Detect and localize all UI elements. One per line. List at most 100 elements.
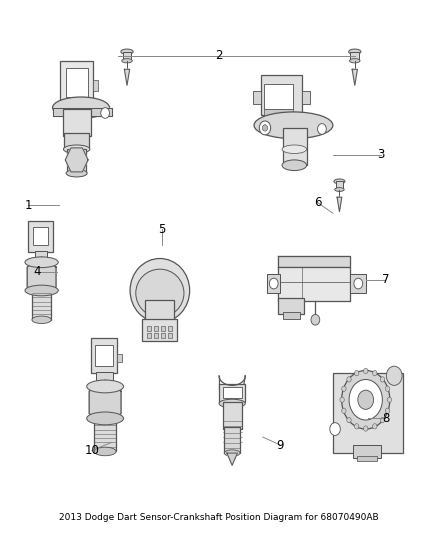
FancyBboxPatch shape bbox=[264, 84, 293, 109]
FancyBboxPatch shape bbox=[123, 52, 131, 61]
Circle shape bbox=[269, 278, 278, 289]
Ellipse shape bbox=[122, 59, 132, 63]
Circle shape bbox=[151, 271, 169, 292]
Circle shape bbox=[380, 417, 385, 423]
Text: 8: 8 bbox=[382, 412, 389, 425]
Ellipse shape bbox=[53, 97, 110, 118]
FancyBboxPatch shape bbox=[253, 91, 261, 104]
FancyBboxPatch shape bbox=[95, 345, 113, 366]
FancyBboxPatch shape bbox=[93, 80, 98, 91]
Polygon shape bbox=[352, 69, 357, 85]
Ellipse shape bbox=[335, 188, 344, 191]
Circle shape bbox=[385, 386, 390, 391]
FancyBboxPatch shape bbox=[66, 68, 88, 97]
FancyBboxPatch shape bbox=[278, 298, 304, 314]
FancyBboxPatch shape bbox=[350, 274, 366, 293]
Circle shape bbox=[358, 390, 374, 409]
FancyBboxPatch shape bbox=[302, 91, 310, 104]
Circle shape bbox=[318, 124, 326, 134]
FancyBboxPatch shape bbox=[28, 221, 53, 252]
FancyBboxPatch shape bbox=[161, 326, 165, 331]
FancyBboxPatch shape bbox=[223, 402, 242, 429]
Ellipse shape bbox=[282, 160, 307, 171]
Polygon shape bbox=[337, 197, 342, 212]
FancyBboxPatch shape bbox=[168, 333, 172, 338]
FancyBboxPatch shape bbox=[91, 338, 117, 373]
FancyBboxPatch shape bbox=[333, 373, 403, 453]
Circle shape bbox=[259, 121, 271, 135]
Circle shape bbox=[262, 125, 268, 131]
FancyBboxPatch shape bbox=[154, 326, 158, 331]
Ellipse shape bbox=[25, 285, 58, 296]
Text: 3: 3 bbox=[378, 148, 385, 161]
FancyBboxPatch shape bbox=[117, 354, 122, 362]
FancyBboxPatch shape bbox=[168, 326, 172, 331]
FancyBboxPatch shape bbox=[336, 181, 343, 190]
Ellipse shape bbox=[350, 59, 360, 63]
FancyBboxPatch shape bbox=[63, 109, 91, 136]
Circle shape bbox=[354, 370, 359, 376]
Ellipse shape bbox=[136, 269, 184, 317]
Ellipse shape bbox=[219, 399, 245, 408]
FancyBboxPatch shape bbox=[147, 333, 151, 338]
FancyBboxPatch shape bbox=[264, 109, 293, 119]
Polygon shape bbox=[27, 257, 56, 297]
Circle shape bbox=[386, 366, 402, 385]
Ellipse shape bbox=[334, 179, 345, 184]
FancyBboxPatch shape bbox=[32, 289, 51, 320]
Ellipse shape bbox=[94, 447, 116, 456]
Text: 7: 7 bbox=[381, 273, 389, 286]
Circle shape bbox=[342, 408, 346, 414]
Ellipse shape bbox=[349, 49, 361, 54]
Text: 2013 Dodge Dart Sensor-Crankshaft Position Diagram for 68070490AB: 2013 Dodge Dart Sensor-Crankshaft Positi… bbox=[59, 513, 379, 522]
Circle shape bbox=[354, 278, 363, 289]
FancyBboxPatch shape bbox=[224, 427, 240, 453]
FancyBboxPatch shape bbox=[60, 61, 93, 104]
Circle shape bbox=[342, 386, 346, 391]
Text: 2: 2 bbox=[215, 50, 223, 62]
FancyBboxPatch shape bbox=[33, 227, 48, 245]
FancyBboxPatch shape bbox=[283, 128, 307, 165]
Polygon shape bbox=[53, 108, 112, 116]
Ellipse shape bbox=[64, 145, 90, 154]
FancyBboxPatch shape bbox=[161, 333, 165, 338]
Ellipse shape bbox=[224, 450, 240, 456]
Text: 9: 9 bbox=[276, 439, 284, 451]
Circle shape bbox=[155, 276, 164, 287]
FancyBboxPatch shape bbox=[145, 300, 174, 320]
Text: 6: 6 bbox=[314, 196, 321, 209]
Circle shape bbox=[311, 314, 320, 325]
Ellipse shape bbox=[66, 169, 87, 177]
FancyBboxPatch shape bbox=[283, 312, 300, 319]
FancyBboxPatch shape bbox=[142, 319, 177, 341]
Circle shape bbox=[373, 370, 377, 376]
Text: 4: 4 bbox=[33, 265, 41, 278]
Ellipse shape bbox=[87, 380, 124, 393]
FancyBboxPatch shape bbox=[96, 372, 113, 386]
Circle shape bbox=[354, 424, 359, 429]
Polygon shape bbox=[124, 69, 130, 85]
FancyBboxPatch shape bbox=[357, 456, 377, 461]
Circle shape bbox=[349, 379, 382, 420]
Ellipse shape bbox=[254, 112, 333, 139]
Ellipse shape bbox=[25, 257, 58, 268]
Polygon shape bbox=[227, 453, 237, 465]
Circle shape bbox=[101, 108, 110, 118]
FancyBboxPatch shape bbox=[353, 445, 381, 458]
FancyBboxPatch shape bbox=[35, 251, 47, 262]
Polygon shape bbox=[278, 256, 350, 266]
Circle shape bbox=[347, 417, 351, 423]
Circle shape bbox=[364, 426, 368, 431]
FancyBboxPatch shape bbox=[154, 333, 158, 338]
Ellipse shape bbox=[130, 259, 190, 322]
FancyBboxPatch shape bbox=[94, 417, 116, 451]
FancyBboxPatch shape bbox=[350, 52, 359, 61]
Ellipse shape bbox=[32, 316, 51, 324]
Text: 10: 10 bbox=[85, 444, 99, 457]
Text: 5: 5 bbox=[159, 223, 166, 236]
Ellipse shape bbox=[87, 412, 124, 425]
FancyBboxPatch shape bbox=[267, 274, 280, 293]
Circle shape bbox=[385, 408, 390, 414]
Circle shape bbox=[373, 424, 377, 429]
FancyBboxPatch shape bbox=[147, 326, 151, 331]
